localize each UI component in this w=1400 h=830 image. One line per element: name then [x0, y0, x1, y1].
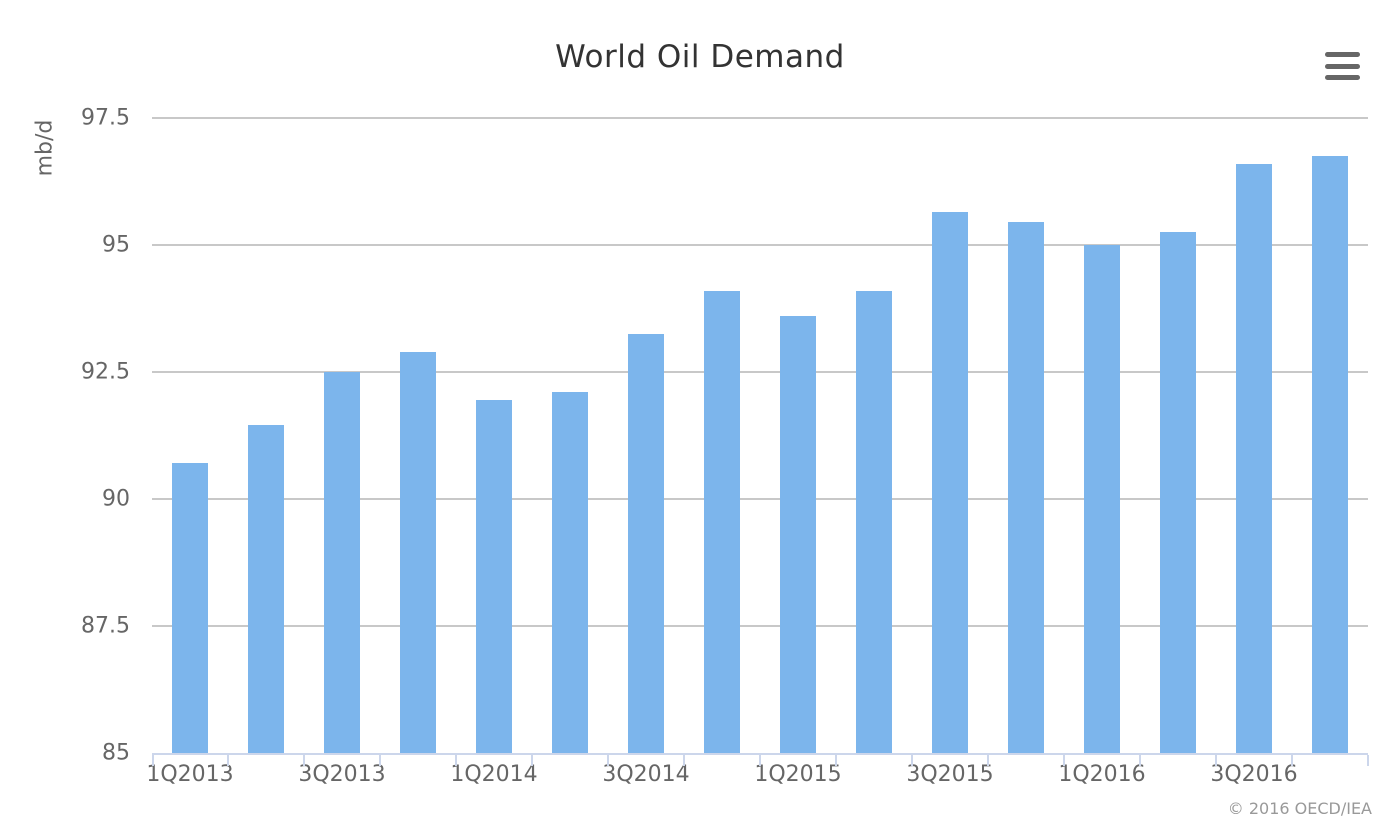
gridline: [152, 625, 1368, 627]
x-axis-tick: [1063, 755, 1065, 766]
column-bar[interactable]: [552, 392, 588, 753]
column-bar[interactable]: [1008, 222, 1044, 753]
x-axis-line: [152, 753, 1368, 755]
x-axis-tick: [987, 755, 989, 766]
gridline: [152, 498, 1368, 500]
column-bar[interactable]: [856, 290, 892, 753]
y-axis-label: 97.5: [81, 105, 130, 131]
x-axis-tick: [683, 755, 685, 766]
y-axis-label: 87.5: [81, 613, 130, 639]
column-bar[interactable]: [628, 333, 664, 753]
column-bar[interactable]: [704, 290, 740, 753]
chart-title: World Oil Demand: [555, 39, 845, 75]
x-axis-tick: [607, 755, 609, 766]
y-axis-label: 92.5: [81, 359, 130, 385]
column-bar[interactable]: [1160, 232, 1196, 753]
x-axis-label: 3Q2016: [1210, 762, 1298, 787]
column-bar[interactable]: [932, 211, 968, 753]
x-axis-label: 1Q2015: [754, 762, 842, 787]
x-axis-label: 3Q2015: [906, 762, 994, 787]
chart-context-menu-button[interactable]: [1318, 46, 1368, 86]
x-axis-label: 3Q2014: [602, 762, 690, 787]
gridline: [152, 117, 1368, 119]
hamburger-bar: [1325, 75, 1360, 80]
column-bar[interactable]: [248, 425, 284, 753]
x-axis-tick: [379, 755, 381, 766]
x-axis-tick: [152, 755, 154, 766]
column-bar[interactable]: [1084, 245, 1120, 753]
column-bar[interactable]: [1236, 163, 1272, 753]
column-bar[interactable]: [780, 316, 816, 753]
column-bar[interactable]: [324, 372, 360, 753]
chart-credits[interactable]: © 2016 OECD/IEA: [1227, 799, 1372, 818]
gridline: [152, 371, 1368, 373]
column-bar[interactable]: [400, 351, 436, 753]
plot-area: 1Q2013 3Q2013 1Q2014 3Q2014 1Q2015 3Q2015 1Q20…: [146, 117, 1369, 787]
x-axis-tick: [227, 755, 229, 766]
y-axis-label: 90: [102, 486, 130, 512]
x-axis-label: 1Q2013: [146, 762, 234, 787]
column-bar[interactable]: [172, 463, 208, 753]
x-axis-tick: [455, 755, 457, 766]
x-axis-label: 1Q2016: [1058, 762, 1146, 787]
x-axis-label: 3Q2013: [298, 762, 386, 787]
hamburger-bar: [1325, 52, 1360, 57]
x-axis-tick: [303, 755, 305, 766]
y-axis-labels: 85 87.5 90 92.5 95 97.5: [0, 106, 130, 766]
y-axis-label: 85: [102, 740, 130, 766]
x-axis-label: 1Q2014: [450, 762, 538, 787]
x-axis-tick: [1367, 755, 1369, 766]
x-axis-tick: [835, 755, 837, 766]
x-axis-tick: [759, 755, 761, 766]
x-axis-tick: [531, 755, 533, 766]
column-bar[interactable]: [476, 399, 512, 753]
column-bar[interactable]: [1312, 156, 1348, 753]
gridline: [152, 244, 1368, 246]
x-axis-tick: [1215, 755, 1217, 766]
hamburger-bar: [1325, 63, 1360, 69]
x-axis-tick: [1291, 755, 1293, 766]
x-axis-tick: [911, 755, 913, 766]
x-axis-tick: [1139, 755, 1141, 766]
y-axis-label: 95: [102, 232, 130, 258]
